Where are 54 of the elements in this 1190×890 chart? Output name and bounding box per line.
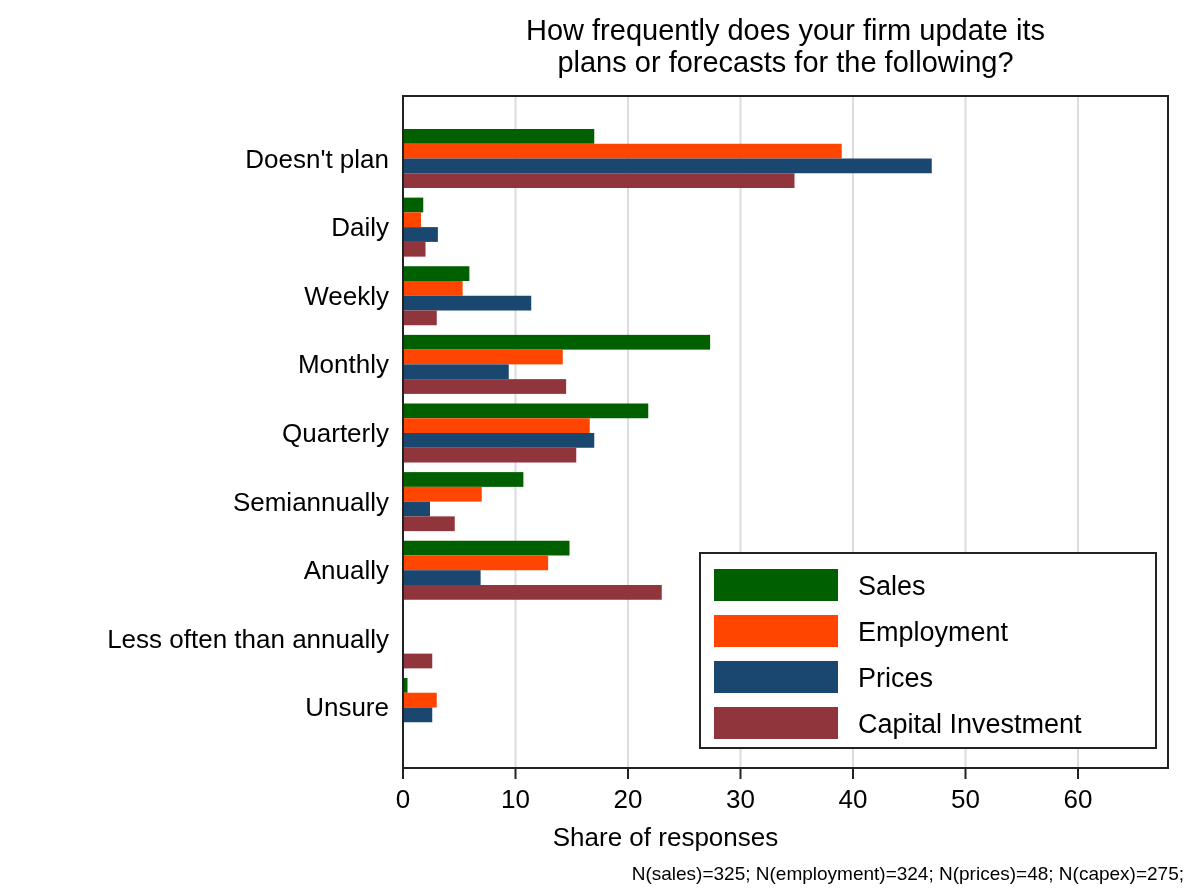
legend-label: Capital Investment: [858, 709, 1083, 739]
bar: [403, 418, 590, 433]
x-tick-label: 30: [726, 784, 755, 814]
bar: [403, 158, 932, 174]
bar: [403, 379, 567, 394]
bar: [403, 241, 426, 257]
legend-label: Sales: [858, 571, 926, 601]
bar: [403, 295, 532, 311]
bar: [403, 707, 433, 723]
y-tick-label: Quarterly: [282, 418, 389, 448]
bar: [403, 516, 455, 532]
y-tick-label: Daily: [331, 212, 389, 243]
x-tick-label: 0: [395, 784, 411, 814]
bar: [403, 585, 662, 600]
legend-label: Prices: [858, 663, 934, 693]
x-axis-title: Share of responses: [552, 822, 779, 852]
legend-label: Employment: [858, 617, 1009, 647]
bar: [403, 447, 577, 463]
bar: [403, 281, 463, 296]
bar: [403, 540, 570, 556]
bar: [403, 129, 595, 144]
bar: [403, 310, 437, 326]
bar: [403, 555, 549, 571]
bar: [403, 334, 711, 350]
bar: [403, 570, 481, 585]
x-tick-label: 40: [838, 784, 868, 814]
x-tick-label: 20: [613, 784, 643, 814]
bar: [403, 349, 563, 365]
bar: [403, 143, 842, 159]
y-tick-label: Doesn't plan: [245, 143, 389, 174]
bar: [403, 486, 482, 502]
bar: [403, 364, 509, 380]
y-tick-label: Weekly: [304, 280, 389, 311]
y-tick-label: Semiannually: [232, 486, 389, 517]
text: N(sales)=325; N(employment)=324; N(prices)=48; N(capex)=275;: [631, 863, 1184, 884]
y-tick-label: Monthly: [297, 349, 389, 380]
bar: [403, 501, 430, 517]
bar: [403, 403, 649, 419]
y-tick-label: Unsure: [305, 692, 389, 723]
bar: [403, 212, 421, 228]
bar: [403, 653, 433, 669]
bar: [403, 227, 438, 242]
bar: [403, 266, 470, 281]
bar: [403, 173, 795, 189]
chart-title: How frequently does your firm update its plans or forecasts for the following?: [525, 14, 1046, 78]
x-tick-label: 60: [1063, 784, 1093, 814]
bar: [403, 472, 524, 487]
x-tick-label: 10: [501, 784, 530, 814]
bar: [403, 433, 595, 448]
y-tick-label: Less often than annually: [107, 623, 389, 654]
bar: [403, 692, 437, 708]
y-tick-label: Anually: [303, 555, 389, 586]
bar: [403, 677, 408, 693]
x-tick-label: 50: [951, 784, 980, 814]
